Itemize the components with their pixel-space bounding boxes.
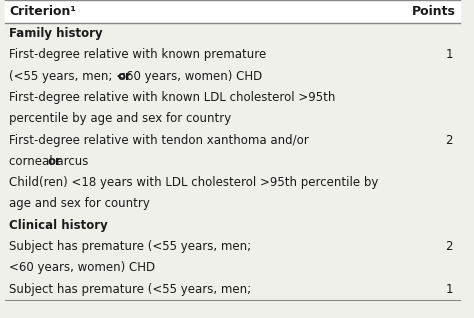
Text: Subject has premature (<55 years, men;: Subject has premature (<55 years, men; <box>9 283 251 296</box>
Text: 1: 1 <box>446 283 453 296</box>
Text: Child(ren) <18 years with LDL cholesterol >95th percentile by: Child(ren) <18 years with LDL cholestero… <box>9 176 379 189</box>
Text: First-degree relative with known LDL cholesterol >95th: First-degree relative with known LDL cho… <box>9 91 336 104</box>
Text: Clinical history: Clinical history <box>9 219 108 232</box>
Text: Criterion¹: Criterion¹ <box>9 5 76 18</box>
Bar <box>5 279 460 300</box>
Text: Subject has premature (<55 years, men;: Subject has premature (<55 years, men; <box>9 240 251 253</box>
Bar <box>5 215 460 236</box>
Text: corneal arcus: corneal arcus <box>9 155 92 168</box>
Bar <box>5 193 460 215</box>
Bar <box>5 172 460 193</box>
Text: <60 years, women) CHD: <60 years, women) CHD <box>9 261 155 274</box>
Bar <box>5 108 460 129</box>
Text: 2: 2 <box>446 134 453 147</box>
Text: Family history: Family history <box>9 27 103 40</box>
Text: First-degree relative with known premature: First-degree relative with known prematu… <box>9 48 266 61</box>
Bar <box>5 0 460 23</box>
Bar <box>5 23 460 44</box>
Bar <box>5 257 460 279</box>
Bar <box>5 87 460 108</box>
Text: percentile by age and sex for country: percentile by age and sex for country <box>9 112 231 125</box>
Text: Points: Points <box>411 5 456 18</box>
Text: First-degree relative with tendon xanthoma and/or: First-degree relative with tendon xantho… <box>9 134 309 147</box>
Text: 1: 1 <box>446 48 453 61</box>
Bar <box>5 66 460 87</box>
Text: age and sex for country: age and sex for country <box>9 197 150 211</box>
Bar <box>5 129 460 151</box>
Text: or: or <box>48 155 62 168</box>
Bar <box>5 44 460 66</box>
Text: (<55 years, men; <60 years, women) CHD: (<55 years, men; <60 years, women) CHD <box>9 70 266 83</box>
Bar <box>5 151 460 172</box>
Text: or: or <box>117 70 131 83</box>
Text: 2: 2 <box>446 240 453 253</box>
Bar <box>5 236 460 257</box>
